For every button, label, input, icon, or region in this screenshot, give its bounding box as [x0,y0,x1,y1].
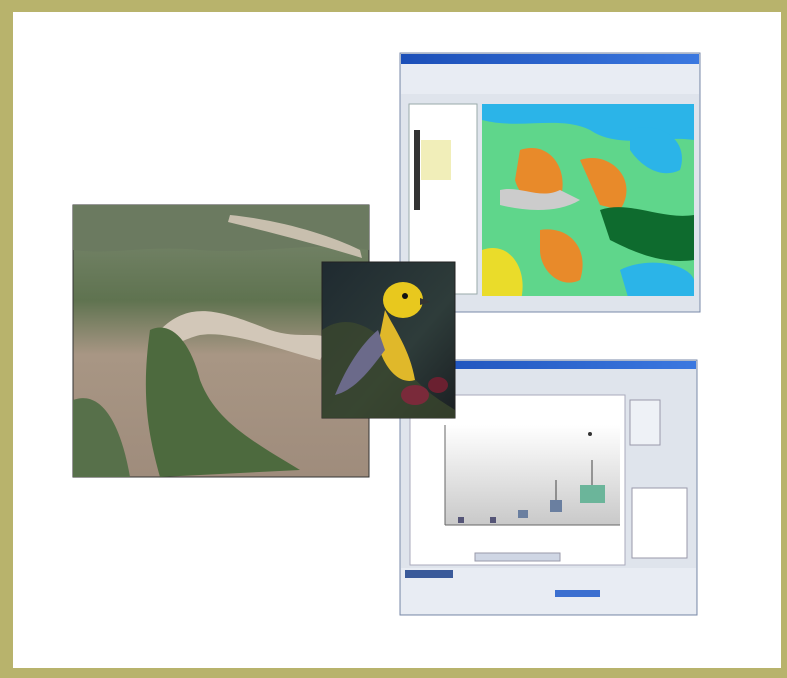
plot-window [399,359,698,616]
bird-photo [321,261,456,419]
aerial-photo [72,204,370,478]
